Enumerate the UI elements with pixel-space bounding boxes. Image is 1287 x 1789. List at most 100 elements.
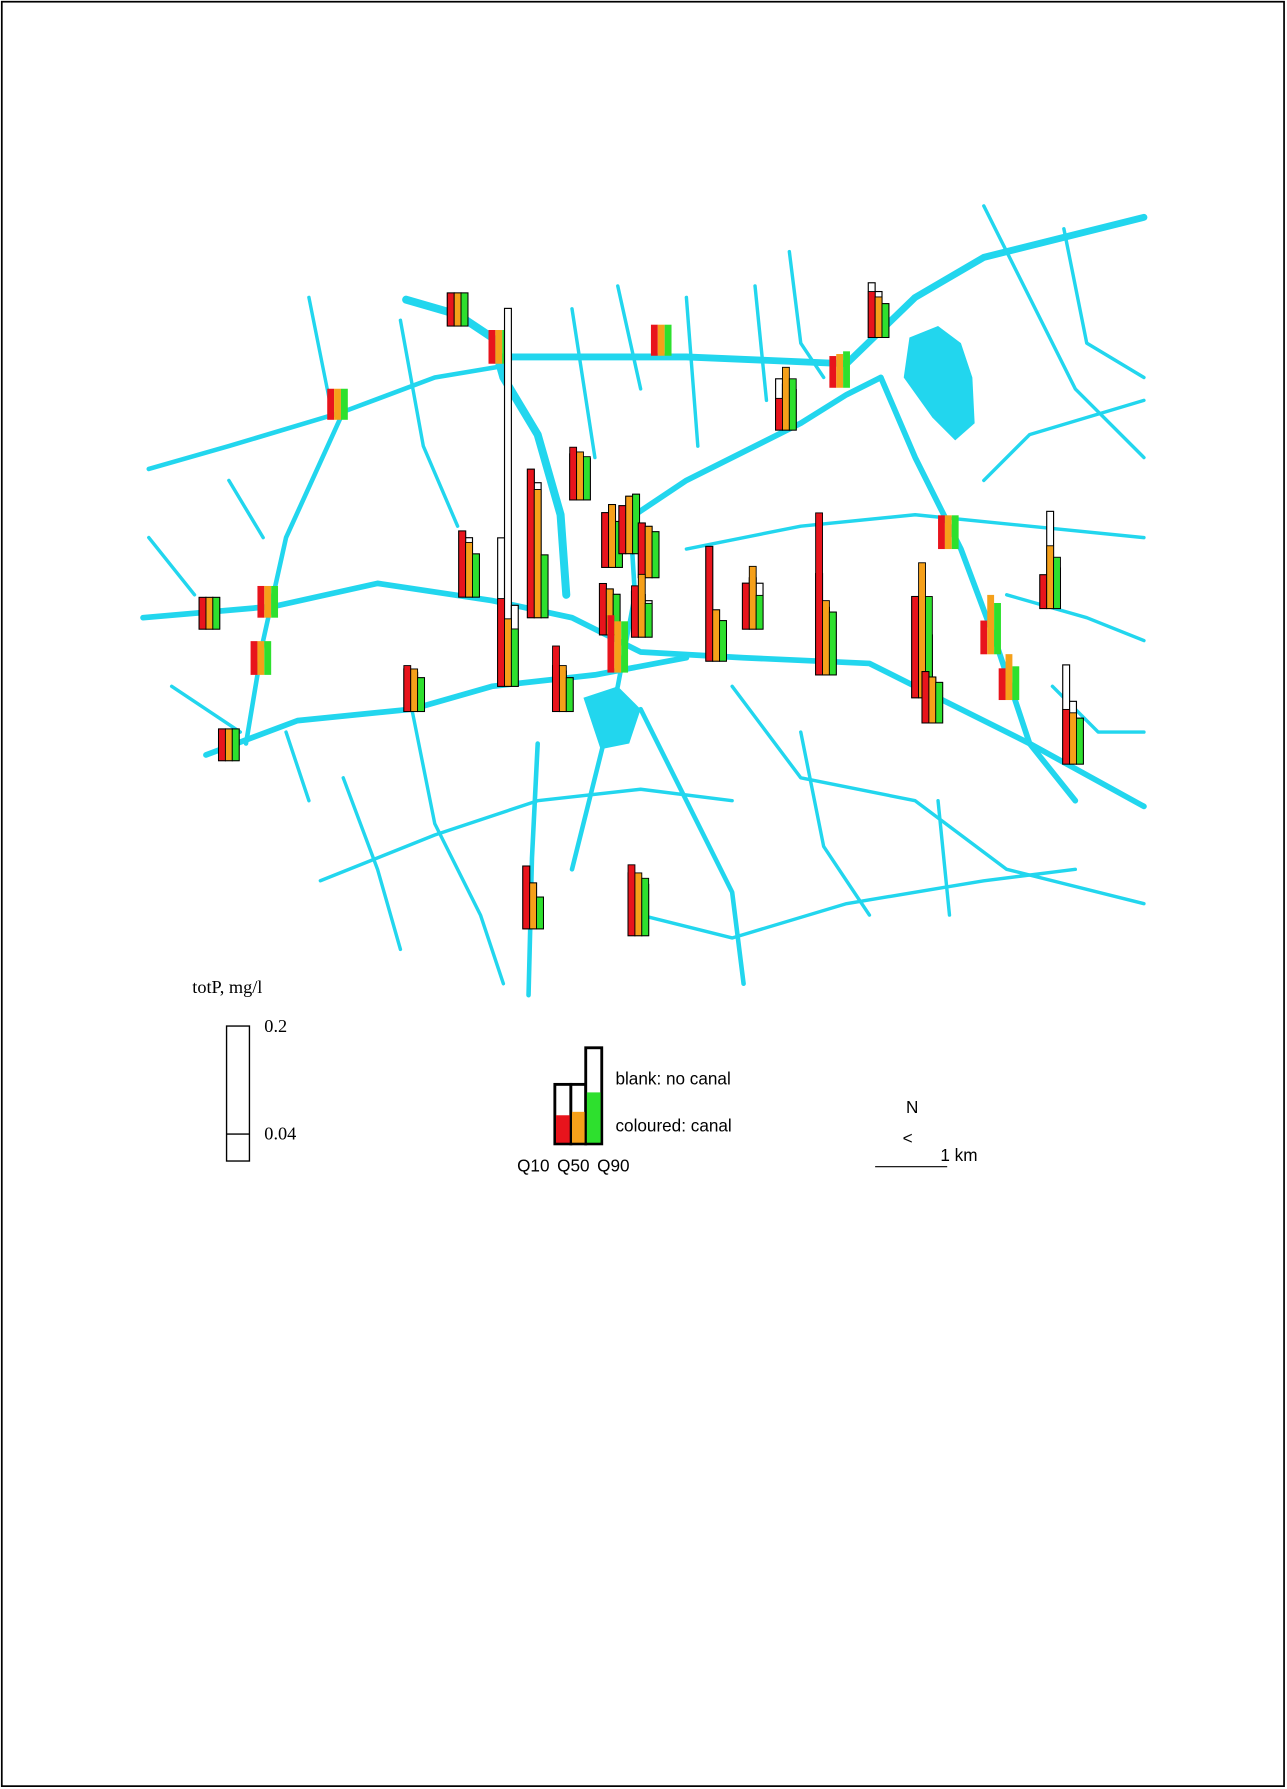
- quantile-label: Q10: [517, 1155, 549, 1175]
- canal-bar: [1075, 717, 1084, 765]
- canal-bar: [212, 596, 221, 630]
- canal-bar: [257, 641, 265, 675]
- canal-bar: [637, 522, 646, 579]
- key-colour-bar: [555, 1115, 570, 1143]
- canal-bar: [250, 641, 258, 675]
- canal-bar: [921, 671, 930, 724]
- canal-bar: [599, 583, 607, 636]
- canal-bar: [529, 882, 538, 930]
- canal-bar: [618, 505, 627, 555]
- canal-bar: [644, 525, 653, 579]
- canal-bar: [334, 388, 341, 420]
- scale-tick-label: 0.04: [264, 1124, 296, 1144]
- canal-bar: [938, 515, 945, 550]
- canal-bar: [526, 468, 535, 619]
- canal-bar: [488, 330, 496, 364]
- canal-bar: [625, 495, 634, 555]
- key-sample: blank: no canal coloured: canal Q10 Q50 …: [517, 1046, 732, 1175]
- canal-bar: [657, 324, 665, 356]
- canal-bar: [987, 594, 995, 655]
- canal-bar: [264, 641, 272, 675]
- canal-bar: [540, 554, 549, 619]
- north-arrow: <: [903, 1128, 913, 1148]
- canal-bar: [627, 864, 636, 937]
- canal-bar: [608, 504, 616, 568]
- canal-bar: [218, 728, 226, 762]
- scale-legend: 0.2 0.04: [225, 1016, 296, 1162]
- north-and-scale: N < 1 km: [875, 1097, 977, 1168]
- canal-bar: [634, 872, 643, 937]
- canal-bar: [224, 728, 233, 762]
- canal-network: [140, 204, 1148, 998]
- canal-bar: [458, 530, 467, 598]
- canal-bar: [644, 602, 653, 638]
- canal-bar: [465, 541, 473, 598]
- canal-bar: [453, 292, 462, 327]
- lake: [583, 686, 641, 750]
- canal-bar: [828, 611, 837, 676]
- canal-bar: [650, 324, 658, 356]
- canal-bar: [569, 446, 578, 501]
- canal-bar: [935, 681, 944, 724]
- canal-bar: [576, 451, 584, 501]
- canal-bar: [822, 600, 830, 676]
- canal-bar: [565, 677, 574, 712]
- canal-bar: [460, 292, 469, 327]
- canal-bar: [980, 620, 988, 655]
- canal-bar: [601, 512, 610, 568]
- key-colour-bar: [572, 1111, 585, 1143]
- canal-bar: [712, 609, 721, 662]
- canal-bar: [446, 292, 455, 327]
- canal-bar: [340, 388, 348, 420]
- canal-bar: [1062, 708, 1071, 765]
- canal-bar: [257, 585, 265, 618]
- canal-bar: [614, 621, 622, 673]
- lake: [903, 326, 975, 441]
- canal-bar: [1053, 556, 1061, 609]
- canal-bar: [1046, 545, 1055, 609]
- canal-bar: [664, 324, 672, 356]
- canal-bar: [533, 489, 542, 619]
- canal-bar: [271, 585, 279, 618]
- canal-bar: [874, 296, 883, 338]
- canal-bar: [815, 512, 823, 676]
- canal-bar: [631, 585, 639, 638]
- canal-bar: [641, 877, 650, 937]
- canal-bar: [621, 621, 629, 673]
- canal-bar: [231, 728, 240, 762]
- canal-bar: [755, 594, 764, 630]
- canal-bar: [327, 388, 335, 420]
- canal-bar: [497, 598, 505, 687]
- canal-bar: [1005, 654, 1013, 701]
- canal-bar: [782, 366, 790, 431]
- canal-bar: [867, 291, 876, 338]
- canal-bar: [558, 665, 567, 712]
- canal-bar: [881, 303, 890, 338]
- canal-bar: [510, 628, 519, 687]
- canal-bar: [719, 620, 727, 662]
- canal-bar: [264, 585, 272, 618]
- canal-bar: [1069, 712, 1077, 765]
- key-coloured-label: coloured: canal: [615, 1115, 731, 1135]
- quantile-label: Q90: [597, 1155, 629, 1175]
- canal-bar: [504, 618, 512, 687]
- canal-bar: [829, 356, 837, 388]
- canal-bar: [582, 456, 591, 501]
- canal-bar: [651, 531, 660, 579]
- key-colour-bar: [586, 1092, 601, 1143]
- canal-bar: [417, 677, 425, 712]
- north-label: N: [906, 1097, 918, 1117]
- station-glyphs: [198, 282, 1084, 937]
- key-blank-label: blank: no canal: [615, 1068, 730, 1088]
- scale-tick-label: 0.2: [264, 1016, 287, 1036]
- canal-bar: [403, 665, 412, 712]
- canal-bar: [775, 397, 783, 431]
- scale-box: [225, 1025, 251, 1162]
- canal-bar: [1012, 666, 1020, 701]
- canal-bar: [536, 896, 544, 930]
- canal-bar: [522, 865, 531, 930]
- canal-bar: [495, 330, 503, 364]
